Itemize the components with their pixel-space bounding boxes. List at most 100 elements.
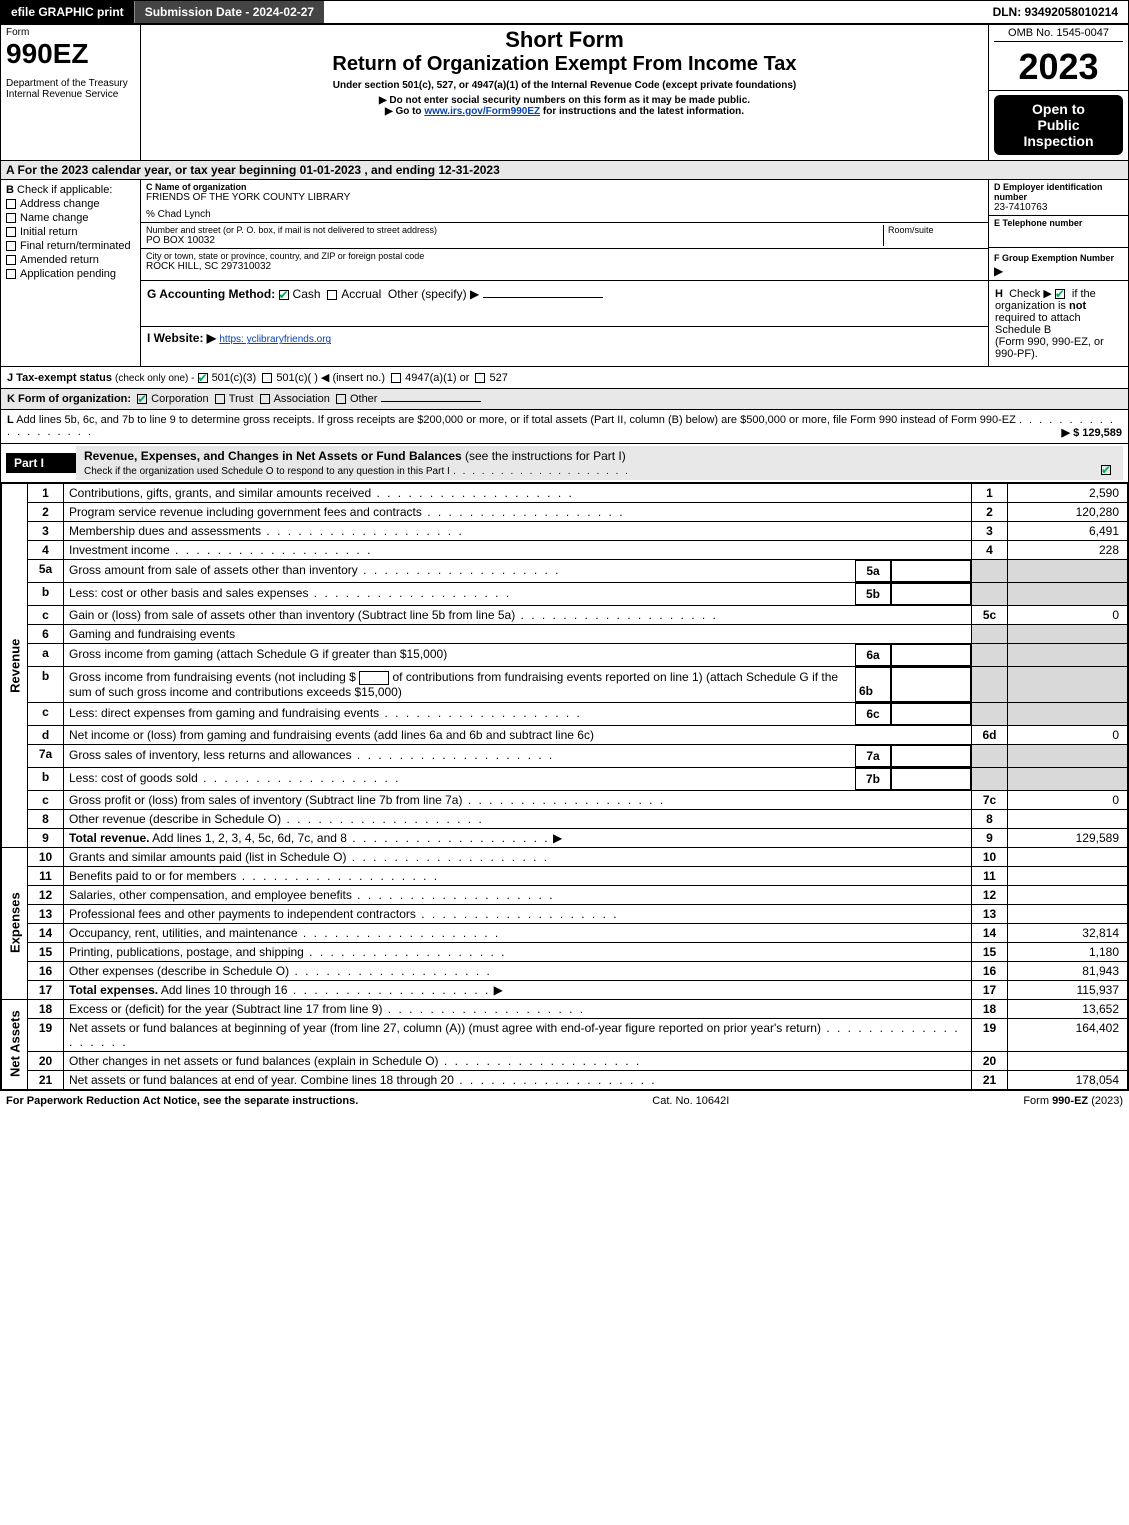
- c-addr-label: Number and street (or P. O. box, if mail…: [146, 225, 883, 235]
- line5b-desc: Less: cost or other basis and sales expe…: [69, 586, 308, 600]
- cb-other-org[interactable]: [336, 394, 346, 404]
- org-address: PO BOX 10032: [146, 235, 883, 246]
- subtitle: Under section 501(c), 527, or 4947(a)(1)…: [146, 80, 983, 91]
- cb-pending-label: Application pending: [20, 268, 116, 280]
- cb-final-return[interactable]: [6, 241, 16, 251]
- e-label: E Telephone number: [994, 218, 1123, 228]
- j-opt1: 501(c)(3): [212, 372, 257, 384]
- line6b-desc1: Gross income from fundraising events (no…: [69, 670, 356, 684]
- l-label: L: [7, 414, 14, 426]
- footer-left: For Paperwork Reduction Act Notice, see …: [6, 1095, 358, 1107]
- omb-number: OMB No. 1545-0047: [994, 27, 1123, 42]
- j-opt4: 527: [489, 372, 507, 384]
- section-b: B Check if applicable: Address change Na…: [1, 180, 141, 367]
- cb-final-label: Final return/terminated: [20, 240, 131, 252]
- line19-desc: Net assets or fund balances at beginning…: [69, 1021, 821, 1035]
- line10-desc: Grants and similar amounts paid (list in…: [69, 850, 346, 864]
- line14-desc: Occupancy, rent, utilities, and maintena…: [69, 926, 298, 940]
- cb-address-label: Address change: [20, 198, 100, 210]
- line14-amt: 32,814: [1008, 923, 1128, 942]
- line9-desc1: Total revenue.: [69, 831, 149, 845]
- l-text: Add lines 5b, 6c, and 7b to line 9 to de…: [16, 414, 1016, 426]
- footer-form-year: (2023): [1091, 1095, 1123, 1107]
- line10-amt: [1008, 847, 1128, 866]
- efile-print-button[interactable]: efile GRAPHIC print: [1, 1, 134, 23]
- section-c-wrap: C Name of organization FRIENDS OF THE YO…: [141, 180, 989, 281]
- line5c-desc: Gain or (loss) from sale of assets other…: [69, 608, 515, 622]
- line19-amt: 164,402: [1008, 1018, 1128, 1051]
- line6d-amt: 0: [1008, 725, 1128, 744]
- k-corp: Corporation: [151, 393, 208, 405]
- org-city: ROCK HILL, SC 297310032: [146, 261, 983, 272]
- line20-amt: [1008, 1051, 1128, 1070]
- part1-header-cell: Part I Revenue, Expenses, and Changes in…: [1, 444, 1129, 483]
- k-assoc: Association: [274, 393, 330, 405]
- cb-application-pending[interactable]: [6, 269, 16, 279]
- open-to-public-box: Open to Public Inspection: [994, 95, 1123, 155]
- section-l: L Add lines 5b, 6c, and 7b to line 9 to …: [1, 410, 1129, 444]
- line18-desc: Excess or (deficit) for the year (Subtra…: [69, 1002, 382, 1016]
- open-inspection-cell: Open to Public Inspection: [989, 91, 1129, 161]
- other-specify-label: Other (specify) ▶: [388, 287, 479, 301]
- cb-amended-return[interactable]: [6, 255, 16, 265]
- cb-527[interactable]: [475, 373, 485, 383]
- line2-amt: 120,280: [1008, 503, 1128, 522]
- line6-desc: Gaming and fundraising events: [64, 625, 972, 644]
- expenses-vlabel: Expenses: [2, 847, 28, 999]
- part1-body: Revenue 1 Contributions, gifts, grants, …: [1, 483, 1129, 1091]
- cb-schedule-o-part1[interactable]: [1101, 465, 1111, 475]
- line11-desc: Benefits paid to or for members: [69, 869, 236, 883]
- tax-year: 2023: [994, 46, 1123, 88]
- cb-schedule-b[interactable]: [1055, 289, 1065, 299]
- cb-501c3[interactable]: [198, 373, 208, 383]
- line1-desc: Contributions, gifts, grants, and simila…: [69, 486, 371, 500]
- line2-desc: Program service revenue including govern…: [69, 505, 422, 519]
- cb-4947[interactable]: [391, 373, 401, 383]
- cb-accrual[interactable]: [327, 290, 337, 300]
- cb-initial-label: Initial return: [20, 226, 77, 238]
- line7b-desc: Less: cost of goods sold: [69, 771, 198, 785]
- website-link[interactable]: https: yclibraryfriends.org: [219, 334, 331, 345]
- line6a-desc: Gross income from gaming (attach Schedul…: [69, 647, 447, 661]
- line20-desc: Other changes in net assets or fund bala…: [69, 1054, 439, 1068]
- line6c-desc: Less: direct expenses from gaming and fu…: [69, 706, 379, 720]
- submission-date-label: Submission Date - 2024-02-27: [134, 1, 324, 23]
- c-name-label: C Name of organization: [146, 182, 983, 192]
- goto-prefix: ▶ Go to: [385, 106, 422, 117]
- goto-link[interactable]: www.irs.gov/Form990EZ: [424, 106, 540, 117]
- section-h: H Check ▶ if the organization is not req…: [989, 281, 1129, 367]
- main-title: Return of Organization Exempt From Incom…: [146, 53, 983, 76]
- line11-amt: [1008, 866, 1128, 885]
- ssn-note: ▶ Do not enter social security numbers o…: [146, 95, 983, 106]
- h-not: not: [1069, 300, 1086, 312]
- line17-desc2: Add lines 10 through 16: [161, 983, 288, 997]
- cb-501c[interactable]: [262, 373, 272, 383]
- line5c-amt: 0: [1008, 606, 1128, 625]
- h-text3: required to attach Schedule B: [995, 312, 1081, 336]
- dln-label: DLN: 93492058010214: [983, 1, 1128, 23]
- header-center: Short Form Return of Organization Exempt…: [141, 25, 989, 161]
- header-right-top: OMB No. 1545-0047 2023: [989, 25, 1129, 91]
- l-amount: ▶ $ 129,589: [1062, 426, 1122, 439]
- part1-checknote: Check if the organization used Schedule …: [84, 466, 450, 477]
- section-k: K Form of organization: Corporation Trus…: [1, 389, 1129, 410]
- cb-initial-return[interactable]: [6, 227, 16, 237]
- section-j: J Tax-exempt status (check only one) - 5…: [1, 367, 1129, 389]
- cb-address-change[interactable]: [6, 199, 16, 209]
- line21-desc: Net assets or fund balances at end of ye…: [69, 1073, 454, 1087]
- c-city-label: City or town, state or province, country…: [146, 251, 983, 261]
- check-if-label: Check if applicable:: [17, 184, 112, 196]
- cb-cash[interactable]: [279, 290, 289, 300]
- cb-trust[interactable]: [215, 394, 225, 404]
- j-opt2: 501(c)( ) ◀ (insert no.): [276, 372, 385, 384]
- line3-amt: 6,491: [1008, 522, 1128, 541]
- open-line1: Open to: [1002, 101, 1115, 117]
- j-opt3: 4947(a)(1) or: [405, 372, 469, 384]
- line4-desc: Investment income: [69, 543, 170, 557]
- cb-association[interactable]: [260, 394, 270, 404]
- section-b-label: B: [6, 184, 14, 196]
- line12-desc: Salaries, other compensation, and employ…: [69, 888, 352, 902]
- h-label: H: [995, 288, 1003, 300]
- cb-corporation[interactable]: [137, 394, 147, 404]
- cb-name-change[interactable]: [6, 213, 16, 223]
